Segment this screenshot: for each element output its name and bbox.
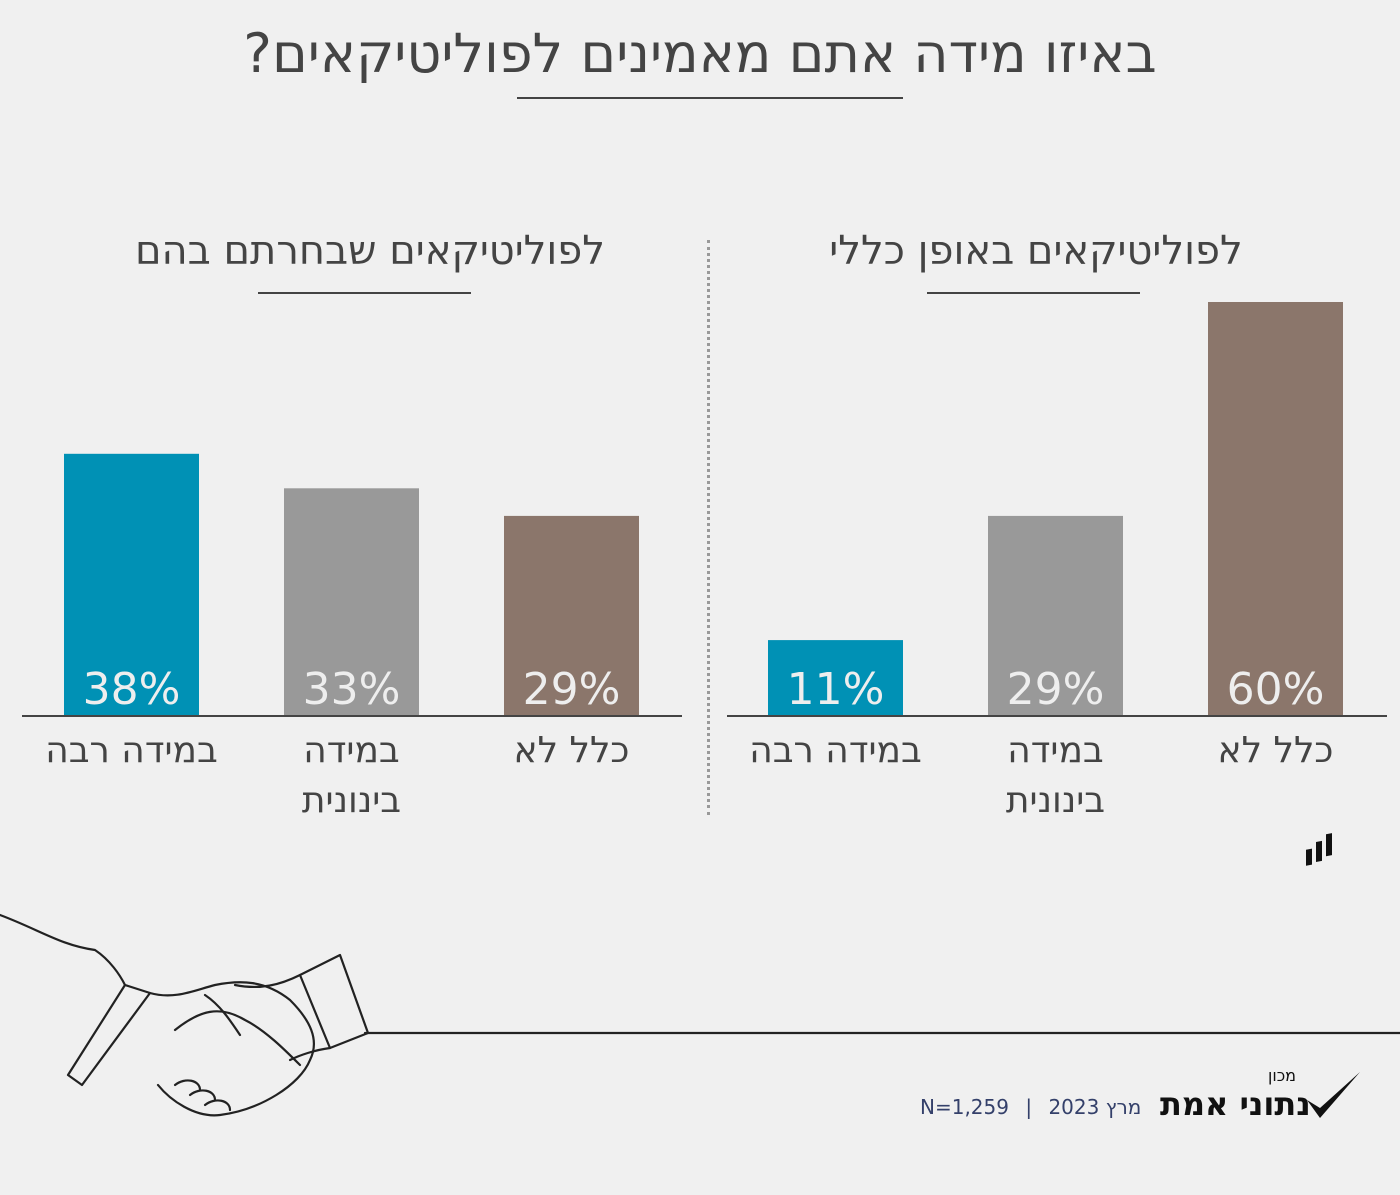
value-label: 29% <box>1007 664 1105 715</box>
category-label: כלל לא <box>1218 730 1334 771</box>
value-label: 11% <box>787 664 885 715</box>
separator: | <box>1025 1095 1033 1119</box>
footer-meta: N=1,259 | מרץ 2023 <box>920 1095 1141 1119</box>
category-label: כלל לא <box>514 730 630 771</box>
logo-small-text: מכון <box>1268 1066 1297 1085</box>
category-label: במידה רבה <box>749 730 922 771</box>
category-label: במידה רבה <box>45 730 218 771</box>
category-label: במידה <box>303 730 400 771</box>
category-label: בינונית <box>1006 780 1105 821</box>
logo-name: נתוני אמת <box>1160 1085 1311 1123</box>
value-label: 38% <box>83 664 181 715</box>
category-label: במידה <box>1007 730 1104 771</box>
survey-date: מרץ 2023 <box>1048 1095 1142 1119</box>
bar <box>284 488 419 716</box>
title-underline <box>517 97 903 99</box>
value-label: 29% <box>523 664 621 715</box>
bar <box>988 515 1123 716</box>
sample-size: N=1,259 <box>920 1095 1009 1119</box>
chart-title-chosen: לפוליטיקאים שבחרתם בהם <box>134 228 606 274</box>
bar <box>64 453 199 716</box>
subtitle-underline <box>258 292 471 294</box>
value-label: 33% <box>303 664 401 715</box>
value-label: 60% <box>1227 664 1325 715</box>
bar <box>504 515 639 716</box>
page-title: באיזו מידה אתם מאמינים לפוליטיקאים? <box>243 22 1157 85</box>
chart-title-general: לפוליטיקאים באופן כללי <box>829 228 1243 274</box>
bar <box>1208 302 1343 716</box>
category-label: בינונית <box>302 780 401 821</box>
bar <box>768 640 903 716</box>
divider <box>707 240 710 815</box>
subtitle-underline <box>927 292 1140 294</box>
